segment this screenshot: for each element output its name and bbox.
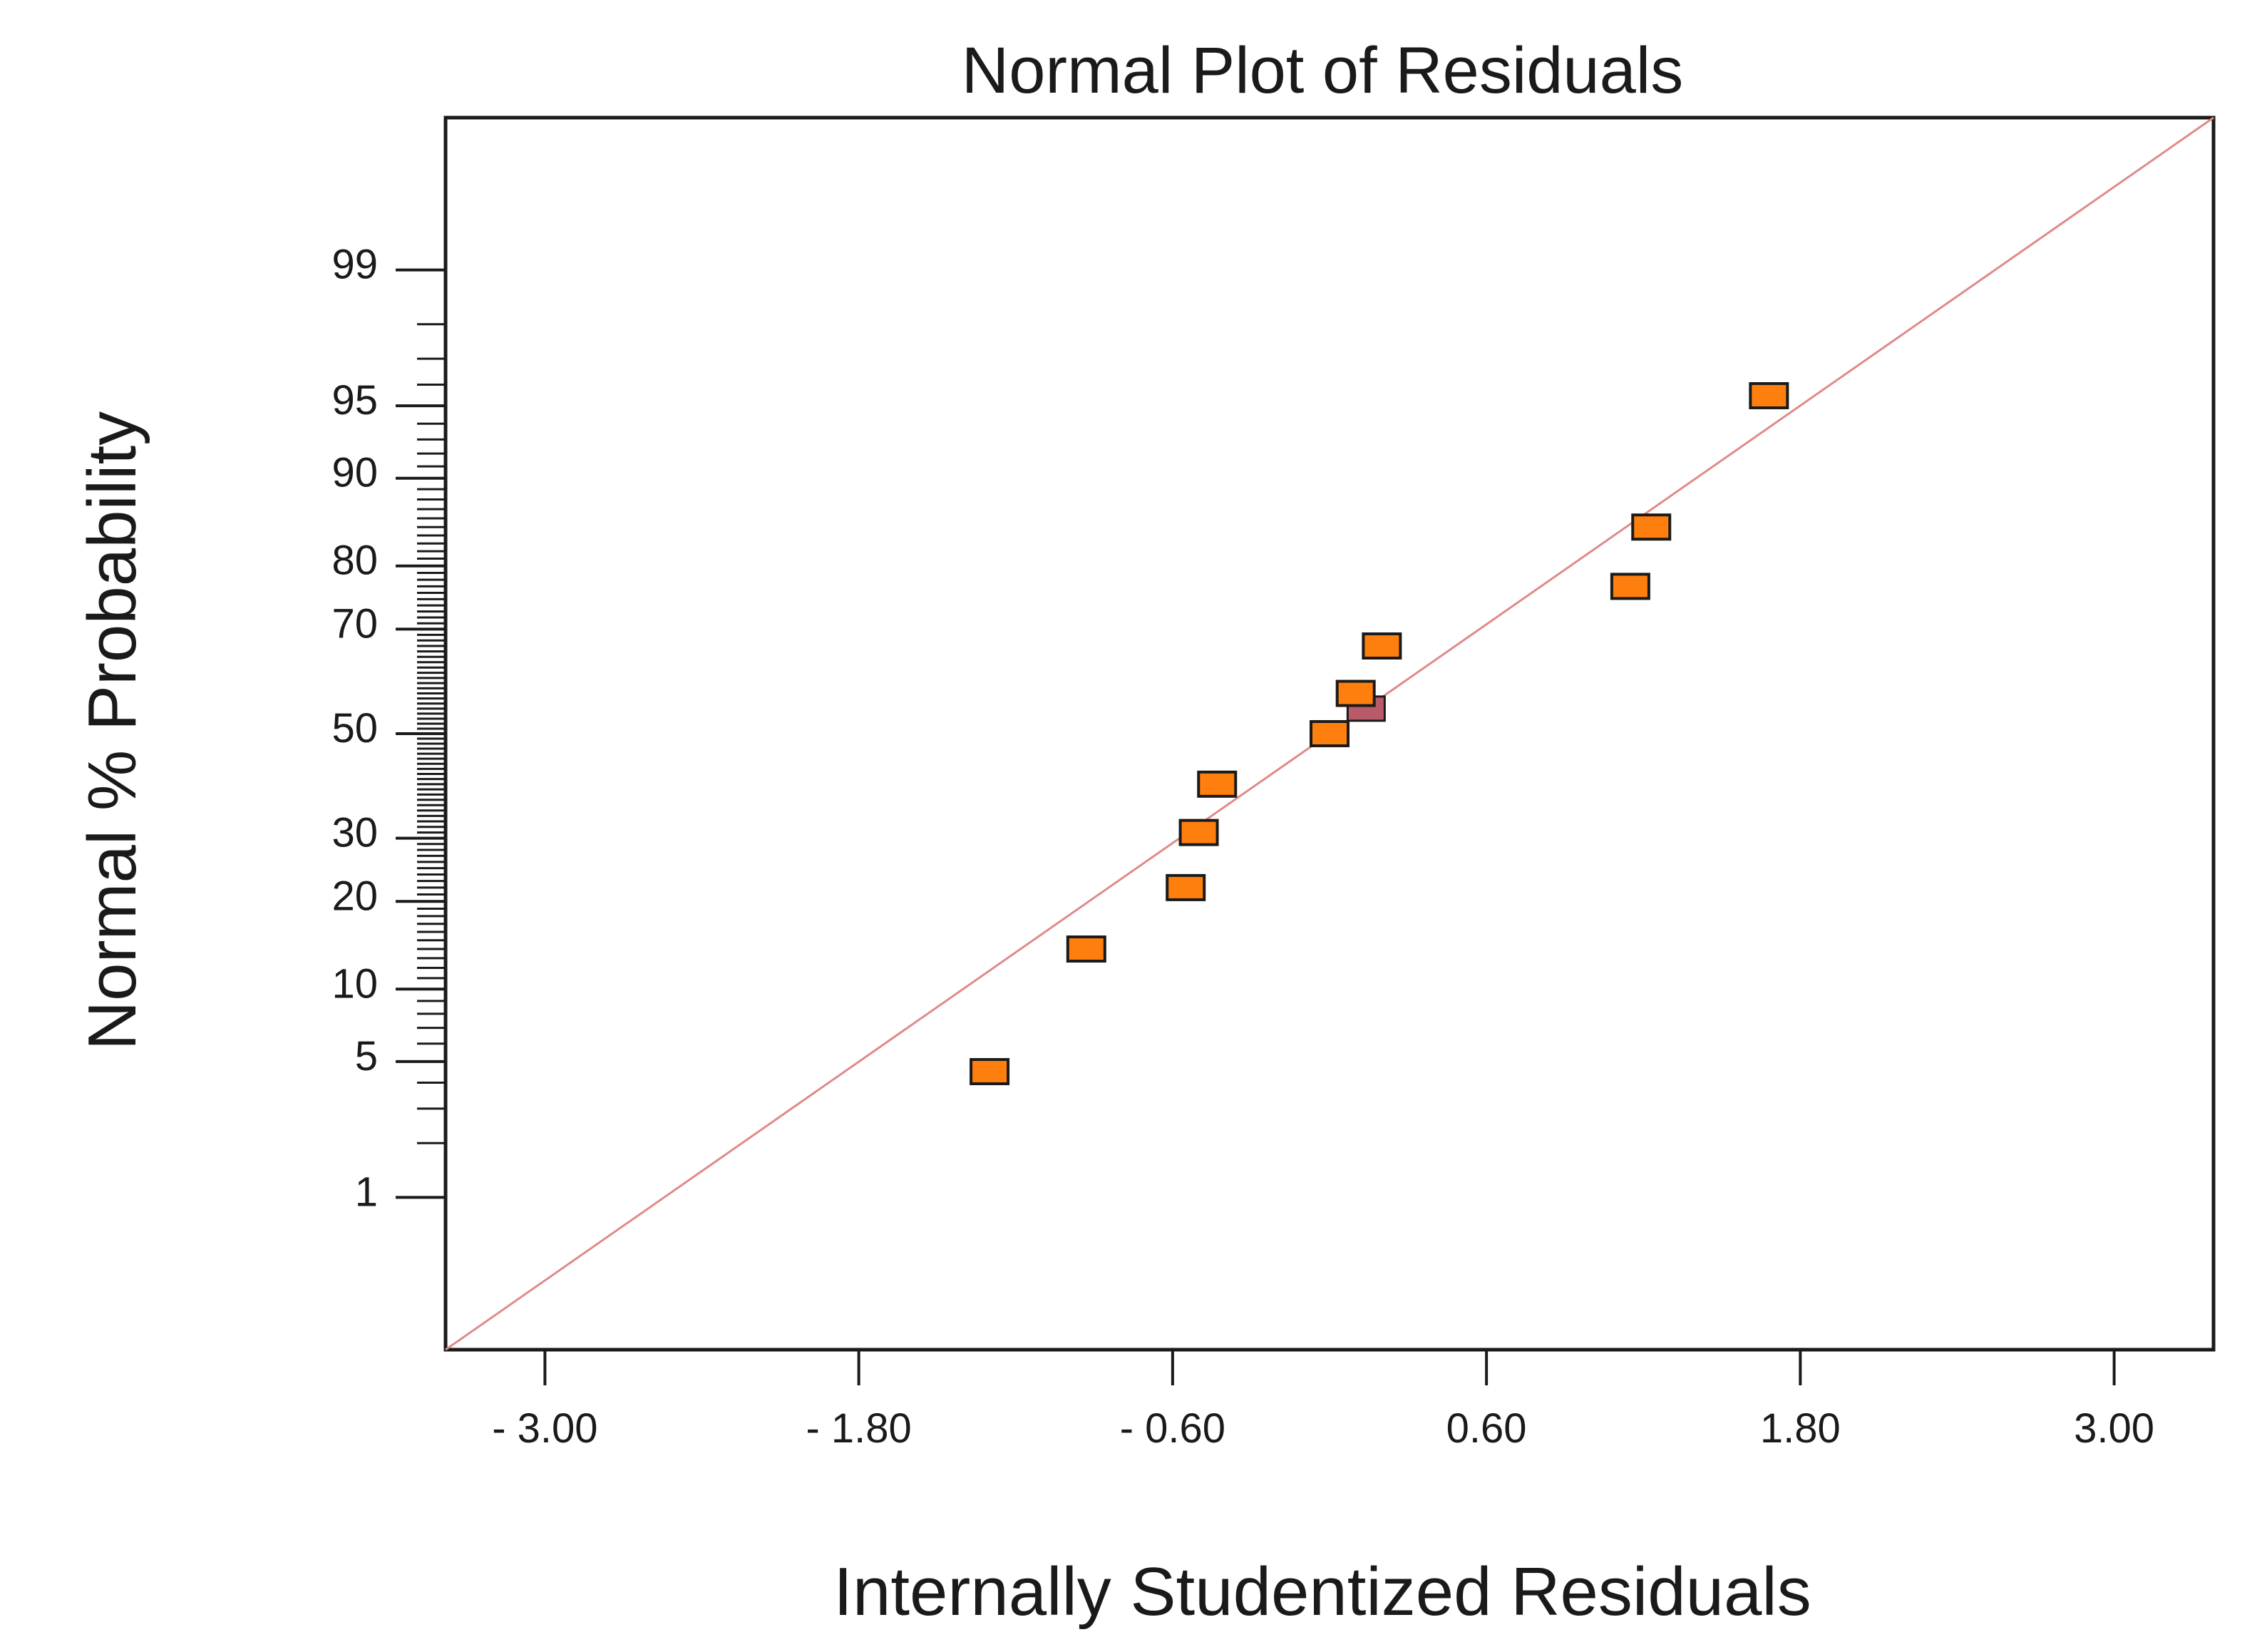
- x-axis: - 3.00 - 1.80 - 0.60 0.60 1.80 3.00: [492, 1350, 2154, 1452]
- y-tick-label: 90: [331, 450, 378, 496]
- y-tick-label: 20: [331, 873, 378, 919]
- data-point: [1362, 632, 1402, 660]
- x-tick-label: 1.80: [1760, 1405, 1841, 1452]
- y-tick-label: 50: [331, 705, 378, 751]
- y-tick-label: 80: [331, 538, 378, 584]
- data-point: [1610, 573, 1650, 600]
- y-tick-label: 95: [331, 377, 378, 424]
- chart-title: Normal Plot of Residuals: [962, 34, 1683, 107]
- data-point: [1310, 720, 1350, 747]
- y-axis-label: Normal % Probability: [74, 411, 150, 1050]
- data-point: [1631, 513, 1672, 541]
- data-point: [1335, 679, 1376, 707]
- x-tick-label: - 1.80: [806, 1405, 911, 1452]
- data-points: [970, 381, 1789, 1086]
- data-point: [1749, 381, 1789, 409]
- data-point: [1178, 819, 1219, 846]
- x-tick-label: 0.60: [1446, 1405, 1527, 1452]
- y-tick-label: 1: [355, 1169, 378, 1215]
- x-tick-label: - 3.00: [492, 1405, 597, 1452]
- y-tick-label: 5: [355, 1033, 378, 1079]
- data-point: [1166, 873, 1206, 901]
- y-tick-label: 70: [331, 600, 378, 647]
- y-tick-label: 99: [331, 242, 378, 288]
- data-point: [1197, 770, 1238, 798]
- y-tick-label: 30: [331, 810, 378, 856]
- y-tick-label: 10: [331, 960, 378, 1007]
- x-tick-label: - 0.60: [1120, 1405, 1225, 1452]
- x-axis-label: Internally Studentized Residuals: [833, 1554, 1811, 1630]
- data-point: [970, 1058, 1010, 1086]
- y-axis: 1 5 10 20 30 50 70 80 90 95 99: [331, 242, 446, 1215]
- x-tick-label: 3.00: [2074, 1405, 2154, 1452]
- data-point: [1066, 935, 1106, 963]
